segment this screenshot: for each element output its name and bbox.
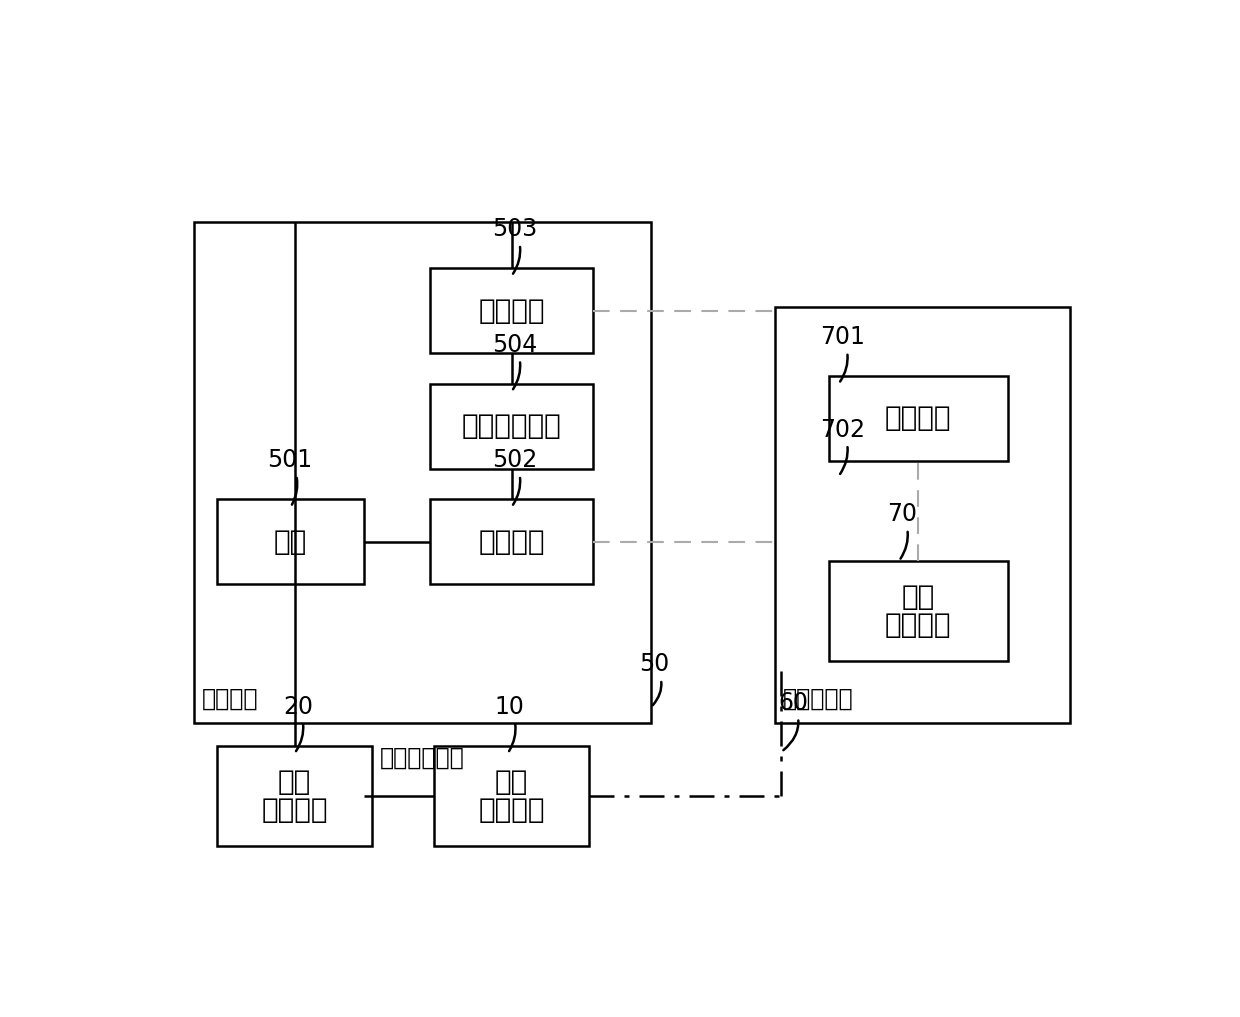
Text: 充电单元: 充电单元 — [201, 687, 258, 711]
Text: 待充电设备: 待充电设备 — [782, 687, 853, 711]
Bar — [430, 499, 593, 584]
Bar — [217, 745, 372, 846]
Text: 60: 60 — [779, 691, 808, 751]
Text: 第二: 第二 — [495, 768, 528, 796]
Text: 目标电池: 目标电池 — [885, 405, 951, 432]
Bar — [775, 307, 1069, 723]
Text: 通信单元: 通信单元 — [885, 611, 951, 639]
Text: 无线充电装置: 无线充电装置 — [379, 745, 465, 770]
Text: 502: 502 — [492, 448, 537, 504]
Text: 第一: 第一 — [901, 583, 935, 611]
Bar — [430, 268, 593, 353]
Text: 通信单元: 通信单元 — [479, 795, 544, 824]
Bar — [217, 499, 365, 584]
Text: 充电电路: 充电电路 — [479, 528, 544, 555]
Text: 701: 701 — [820, 325, 864, 381]
Text: 启动: 启动 — [278, 768, 311, 796]
Bar — [830, 561, 1007, 661]
Bar — [193, 222, 651, 723]
Bar — [830, 376, 1007, 461]
Text: 503: 503 — [492, 218, 537, 274]
Text: 放电电路: 放电电路 — [479, 297, 544, 324]
Text: 电源: 电源 — [274, 528, 308, 555]
Bar — [430, 383, 593, 469]
Text: 70: 70 — [888, 502, 918, 558]
Text: 充电控制单元: 充电控制单元 — [461, 412, 562, 440]
Text: 10: 10 — [495, 695, 525, 752]
Text: 50: 50 — [640, 653, 670, 705]
Text: 控制单元: 控制单元 — [262, 795, 327, 824]
Text: 20: 20 — [283, 695, 312, 752]
Text: 501: 501 — [268, 448, 312, 504]
Text: 702: 702 — [820, 418, 866, 474]
Text: 504: 504 — [492, 333, 537, 390]
Bar — [434, 745, 589, 846]
